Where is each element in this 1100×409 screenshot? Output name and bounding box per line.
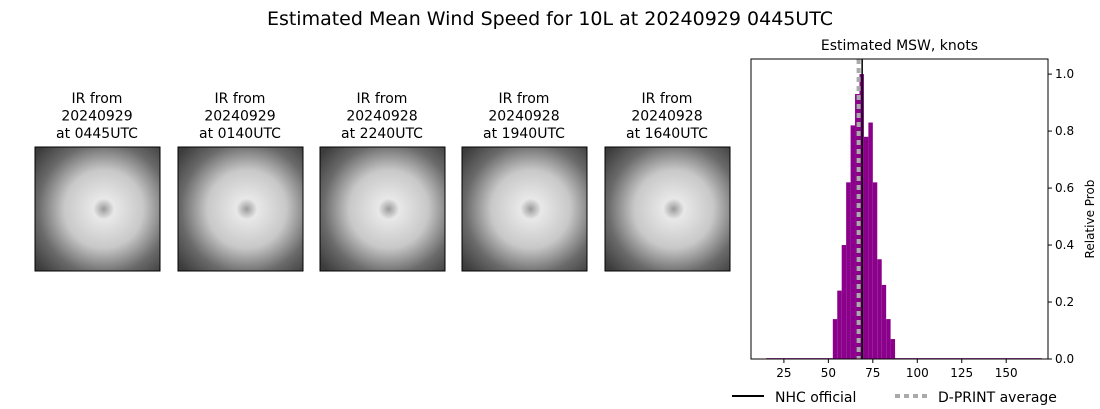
bar <box>868 122 873 359</box>
ir-image <box>177 146 304 272</box>
x-tick-label: 125 <box>950 366 973 380</box>
panel-caption: IR from <box>215 91 266 107</box>
panel-caption: at 0140UTC <box>199 126 281 142</box>
bar <box>837 290 842 359</box>
panel-caption: at 2240UTC <box>341 126 423 142</box>
bar <box>872 182 878 359</box>
legend-label: D-PRINT average <box>938 390 1057 406</box>
panel-caption: at 0445UTC <box>56 126 138 142</box>
panel-caption: 20240929 <box>61 109 132 125</box>
panel-caption: 20240928 <box>488 109 559 125</box>
legend-label: NHC official <box>775 390 856 406</box>
ir-image <box>319 146 446 272</box>
bar <box>855 94 860 360</box>
ir-image <box>604 146 731 272</box>
y-tick-label: 0.2 <box>1055 295 1074 309</box>
x-tick-label: 75 <box>865 366 880 380</box>
x-tick-label: 25 <box>776 366 791 380</box>
x-tick-label: 100 <box>906 366 929 380</box>
ir-image <box>461 146 588 272</box>
chart-title: Estimated MSW, knots <box>821 38 978 54</box>
page-title: Estimated Mean Wind Speed for 10L at 202… <box>267 8 833 30</box>
bar <box>881 284 887 359</box>
bar <box>886 319 891 359</box>
bar <box>850 125 856 359</box>
panel-caption: at 1940UTC <box>483 126 565 142</box>
panel-caption: 20240929 <box>204 109 275 125</box>
panel-caption: 20240928 <box>346 109 417 125</box>
bar <box>890 339 896 359</box>
x-tick-label: 150 <box>995 366 1018 380</box>
ir-image <box>34 146 161 272</box>
y-tick-label: 0.8 <box>1055 124 1074 138</box>
panel-caption: IR from <box>72 91 123 107</box>
panel-caption: 20240928 <box>631 109 702 125</box>
y-axis-label: Relative Prob <box>1083 180 1097 259</box>
bar <box>877 259 882 359</box>
y-tick-label: 0.6 <box>1055 181 1074 195</box>
y-tick-label: 0.4 <box>1055 238 1074 252</box>
panel-caption: IR from <box>357 91 408 107</box>
y-tick-label: 0.0 <box>1055 352 1074 366</box>
plot-frame <box>750 58 1049 360</box>
panel-caption: at 1640UTC <box>626 126 708 142</box>
bar <box>841 245 847 359</box>
bar <box>863 136 869 359</box>
bar <box>846 182 851 359</box>
y-tick-label: 1.0 <box>1055 67 1074 81</box>
panel-caption: IR from <box>642 91 693 107</box>
bar <box>832 319 838 359</box>
x-tick-label: 50 <box>821 366 836 380</box>
panel-caption: IR from <box>499 91 550 107</box>
